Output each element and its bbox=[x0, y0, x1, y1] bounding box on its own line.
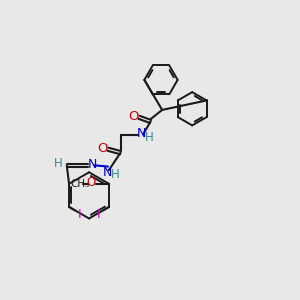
Text: N: N bbox=[137, 127, 146, 140]
Text: I: I bbox=[97, 208, 100, 221]
Text: H: H bbox=[54, 157, 63, 169]
Text: H: H bbox=[145, 131, 154, 144]
Text: N: N bbox=[88, 158, 97, 171]
Text: O: O bbox=[98, 142, 108, 154]
Text: N: N bbox=[103, 166, 112, 179]
Text: H: H bbox=[111, 168, 120, 181]
Text: O: O bbox=[86, 176, 95, 189]
Text: O: O bbox=[129, 110, 139, 123]
Text: CH₃: CH₃ bbox=[70, 179, 89, 189]
Text: I: I bbox=[78, 208, 82, 221]
